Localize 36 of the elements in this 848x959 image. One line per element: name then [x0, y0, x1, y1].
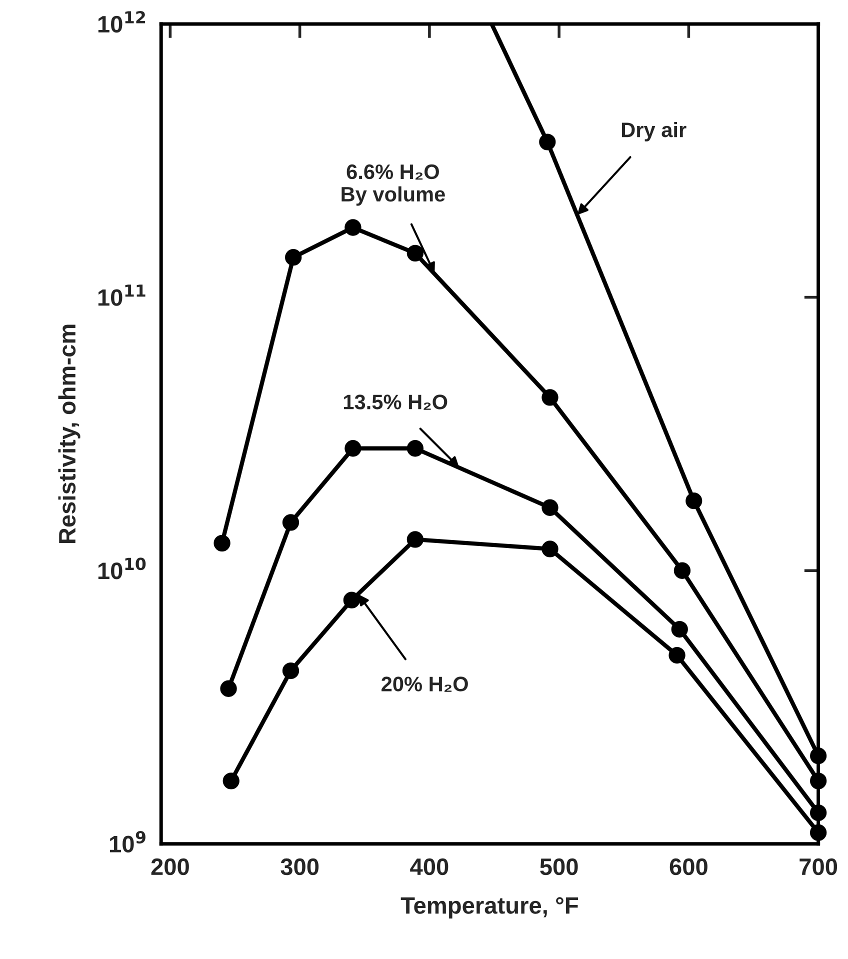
point: [406, 531, 424, 548]
point: [222, 772, 240, 790]
annotation: 20% H₂O: [382, 676, 468, 692]
point: [671, 620, 688, 638]
annotation: 13.5% H₂O: [344, 394, 448, 410]
x-tick-label: 700: [800, 858, 838, 876]
y-axis-title: Resistivity, ohm-cm: [58, 324, 80, 544]
point: [539, 134, 556, 150]
point: [282, 514, 300, 531]
x-axis-title: Temperature, °F: [400, 897, 578, 918]
x-tick-label: 200: [151, 858, 189, 876]
point: [810, 748, 827, 764]
point: [686, 492, 702, 510]
point: [674, 562, 691, 579]
x-tick-label: 500: [540, 858, 578, 876]
annotation: 6.6% H₂O By volume: [342, 164, 445, 206]
point: [214, 534, 230, 552]
y-tick-label: 10$^{12}$: [98, 11, 145, 33]
point: [282, 662, 300, 680]
y-tick-label: 10$^{9}$: [110, 830, 146, 853]
point: [542, 499, 558, 516]
point: [220, 680, 237, 697]
x-tick-label: 300: [280, 858, 319, 876]
annotation: Dry air: [622, 122, 686, 142]
point: [542, 389, 558, 406]
point: [344, 219, 362, 236]
point: [285, 249, 302, 266]
point: [542, 540, 558, 558]
point: [344, 440, 362, 457]
y-tick-label: 10$^{10}$: [98, 558, 146, 580]
point: [343, 592, 360, 608]
x-tick-label: 400: [410, 858, 448, 876]
y-tick-label: 10$^{11}$: [98, 284, 146, 306]
point: [668, 646, 686, 664]
point: [406, 440, 424, 457]
x-tick-label: 600: [670, 858, 708, 876]
